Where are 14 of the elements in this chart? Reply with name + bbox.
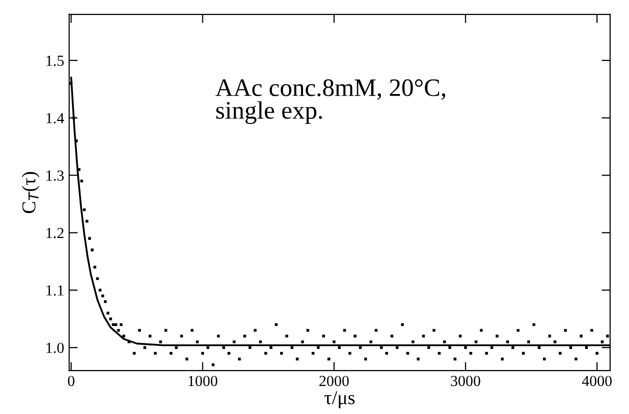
y-tick-label: 1.1 (46, 285, 64, 296)
x-tick-label: 0 (68, 376, 74, 386)
y-tick-label: 1.2 (46, 228, 64, 238)
x-tick-label: 4000 (582, 376, 612, 386)
annotation: AAc conc.8mM, 20°C, single exp. (215, 79, 446, 124)
y-axis-title: C$_{T}$(τ) (22, 172, 40, 214)
x-tick-label: 1000 (188, 376, 218, 386)
x-tick-label: 3000 (450, 376, 480, 386)
y-tick-label: 1.0 (46, 342, 64, 354)
y-tick-label: 1.5 (46, 56, 64, 66)
y-tick-label: 1.3 (46, 170, 64, 181)
y-tick-label: 1.4 (46, 113, 64, 124)
x-axis-title: τ/μs (324, 391, 355, 408)
x-tick-label: 2000 (319, 376, 349, 386)
